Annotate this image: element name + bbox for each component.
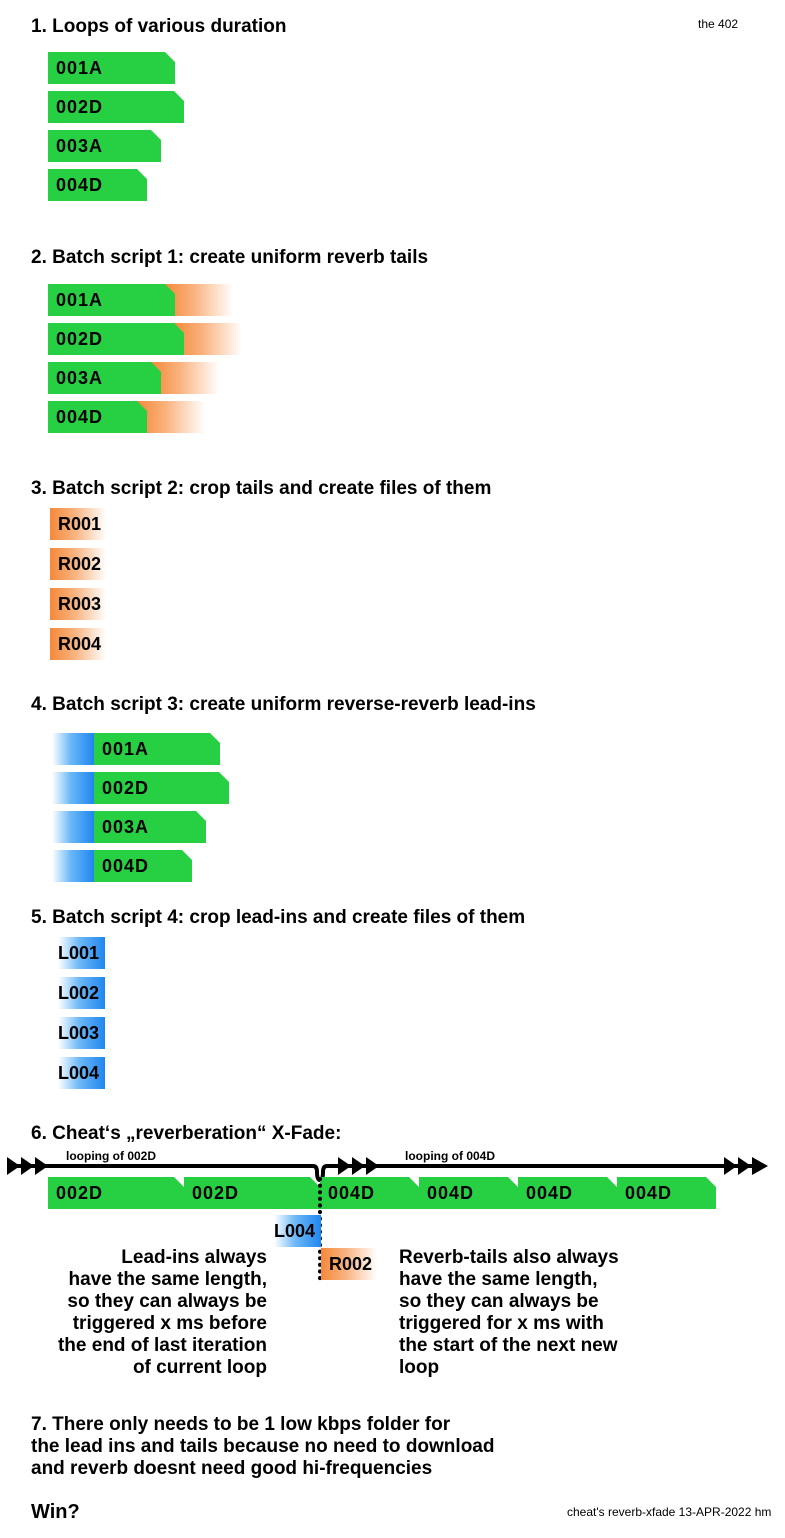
timeline-clip-label: 002D — [192, 1183, 240, 1203]
timeline-clip-label: 004D — [328, 1183, 376, 1203]
loop-label: 004D — [102, 856, 150, 876]
tail-file — [50, 508, 106, 540]
loop-label: 003A — [102, 817, 150, 837]
lead-in — [52, 811, 94, 843]
tail-file — [50, 548, 106, 580]
tail-note: Reverb-tails also always have the same l… — [399, 1247, 659, 1379]
timeline-clip — [184, 1177, 320, 1209]
note-line: have the same length, — [68, 1269, 267, 1290]
note-line: triggered for x ms with — [399, 1313, 604, 1334]
leadin-clip-label: L004 — [274, 1221, 316, 1241]
loop-label: 002D — [102, 778, 150, 798]
leadin-file-label: L004 — [58, 1063, 100, 1083]
lead-in — [52, 772, 94, 804]
tail-file — [50, 628, 106, 660]
note-line: the end of last iteration — [57, 1335, 267, 1356]
reverb-tail — [151, 362, 219, 394]
note-line: so they can always be — [67, 1291, 267, 1312]
timeline-clip — [320, 1177, 419, 1209]
loop-bar — [48, 130, 161, 162]
corner-label-top: the 402 — [698, 17, 739, 31]
leadin-file-label: L003 — [58, 1023, 100, 1043]
loop-bar — [94, 811, 206, 843]
loop-label: 003A — [56, 368, 104, 388]
reverb-tail — [174, 323, 242, 355]
loop-label: 002D — [56, 97, 104, 117]
leadin-file-label: L002 — [58, 983, 100, 1003]
timeline-clip — [419, 1177, 518, 1209]
lead-in — [52, 850, 94, 882]
tail-clip-label: R002 — [329, 1254, 373, 1274]
loop-label: 001A — [102, 739, 150, 759]
loop-bar — [94, 772, 229, 804]
tail-file-label: R002 — [58, 554, 102, 574]
leadin-file — [58, 1017, 105, 1049]
win-text: Win? — [31, 1501, 80, 1523]
loop-label: 001A — [56, 290, 104, 310]
timeline-clip — [617, 1177, 716, 1209]
loop-label: 002D — [56, 329, 104, 349]
timeline-arrow — [7, 1157, 768, 1182]
dotted-divider — [318, 1177, 322, 1282]
note-line: Reverb-tails also always — [399, 1247, 619, 1268]
note-line: Lead-ins always — [121, 1247, 267, 1268]
leadin-clip — [274, 1215, 321, 1247]
section-7-line: 7. There only needs to be 1 low kbps fol… — [31, 1414, 451, 1435]
loop-bar — [94, 733, 220, 765]
tail-file-label: R001 — [58, 514, 102, 534]
loop-bar — [48, 91, 184, 123]
reverb-tail — [137, 401, 205, 433]
section-6-title: 6. Cheat‘s „reverberation“ X-Fade: — [31, 1123, 342, 1144]
section-5-title: 5. Batch script 4: crop lead-ins and cre… — [31, 907, 526, 928]
reverb-tail — [165, 284, 233, 316]
section-7-line: and reverb doesnt need good hi-frequenci… — [31, 1458, 433, 1479]
loop-bar — [48, 401, 147, 433]
note-line: the start of the next new — [399, 1335, 618, 1356]
credit-footer: cheat's reverb-xfade 13-APR-2022 hm — [567, 1505, 772, 1519]
note-line: loop — [399, 1357, 440, 1378]
section-1-title: 1. Loops of various duration — [31, 16, 287, 37]
loop-label: 004D — [56, 175, 104, 195]
timeline-clip — [48, 1177, 184, 1209]
timeline-label-right: looping of 004D — [405, 1149, 495, 1163]
timeline-clip-label: 004D — [427, 1183, 475, 1203]
tail-clip — [321, 1248, 377, 1280]
leadin-file — [58, 1057, 105, 1089]
note-line: triggered x ms before — [72, 1313, 267, 1334]
note-line: of current loop — [132, 1357, 267, 1378]
loop-bar — [48, 323, 184, 355]
timeline-clip-label: 004D — [526, 1183, 574, 1203]
timeline-clip-label: 002D — [56, 1183, 104, 1203]
loop-label: 001A — [56, 58, 104, 78]
section-2-title: 2. Batch script 1: create uniform reverb… — [31, 247, 429, 268]
tail-file-label: R003 — [58, 594, 102, 614]
lead-in — [52, 733, 94, 765]
timeline-clip-label: 004D — [625, 1183, 673, 1203]
section-7-text: 7. There only needs to be 1 low kbps fol… — [31, 1414, 494, 1480]
timeline-label-left: looping of 002D — [66, 1149, 156, 1163]
section-3-title: 3. Batch script 2: crop tails and create… — [31, 478, 492, 499]
leadin-file-label: L001 — [58, 943, 100, 963]
loop-bar — [94, 850, 192, 882]
loop-label: 004D — [56, 407, 104, 427]
leadin-note: Lead-ins always have the same length, so… — [20, 1247, 267, 1379]
loop-label: 003A — [56, 136, 104, 156]
section-4-title: 4. Batch script 3: create uniform revers… — [31, 694, 536, 715]
note-line: have the same length, — [399, 1269, 598, 1290]
loop-bar — [48, 362, 161, 394]
leadin-file — [58, 977, 105, 1009]
timeline-clip — [518, 1177, 617, 1209]
tail-file-label: R004 — [58, 634, 102, 654]
tail-file — [50, 588, 106, 620]
loop-bar — [48, 284, 175, 316]
note-line: so they can always be — [399, 1291, 599, 1312]
leadin-file — [58, 937, 105, 969]
loop-bar — [48, 52, 175, 84]
loop-bar — [48, 169, 147, 201]
section-7-line: the lead ins and tails because no need t… — [31, 1436, 495, 1457]
